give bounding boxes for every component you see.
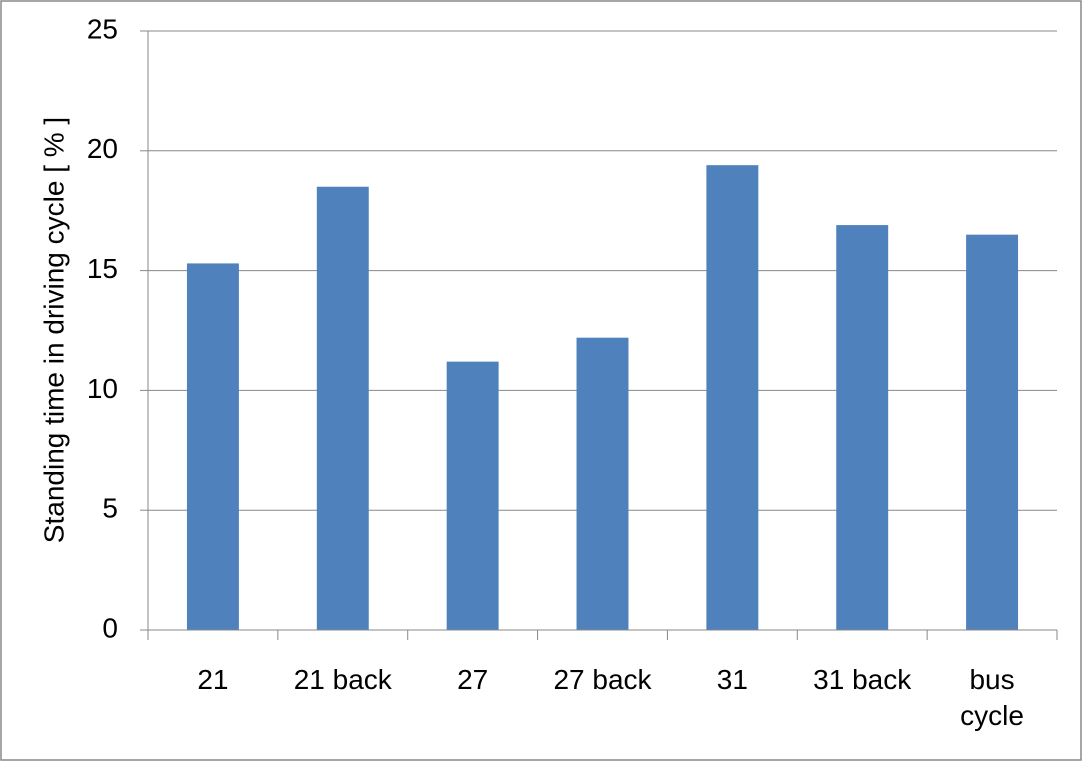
x-tick-label: 31 <box>716 664 748 695</box>
x-tick-label: 31 back <box>813 664 912 695</box>
x-tick-label: 27 back <box>553 664 652 695</box>
x-tick-label: 21 <box>197 664 229 695</box>
bar <box>836 225 889 631</box>
y-tick-label: 15 <box>87 253 118 284</box>
y-tick-label: 5 <box>102 493 118 524</box>
bar <box>706 165 759 630</box>
bar <box>186 263 239 630</box>
bar <box>576 337 629 630</box>
y-axis-title: Standing time in driving cycle [ % ] <box>38 117 69 543</box>
x-tick-label: 21 back <box>293 664 392 695</box>
y-tick-label: 0 <box>102 612 118 643</box>
bar <box>446 361 499 630</box>
x-tick-label: 27 <box>457 664 489 695</box>
y-tick-label: 25 <box>87 13 118 44</box>
y-tick-label: 10 <box>87 373 118 404</box>
bar <box>316 186 369 631</box>
bar <box>966 234 1019 630</box>
x-tick-label: bus cycle <box>960 664 1024 731</box>
y-tick-label: 20 <box>87 133 118 164</box>
